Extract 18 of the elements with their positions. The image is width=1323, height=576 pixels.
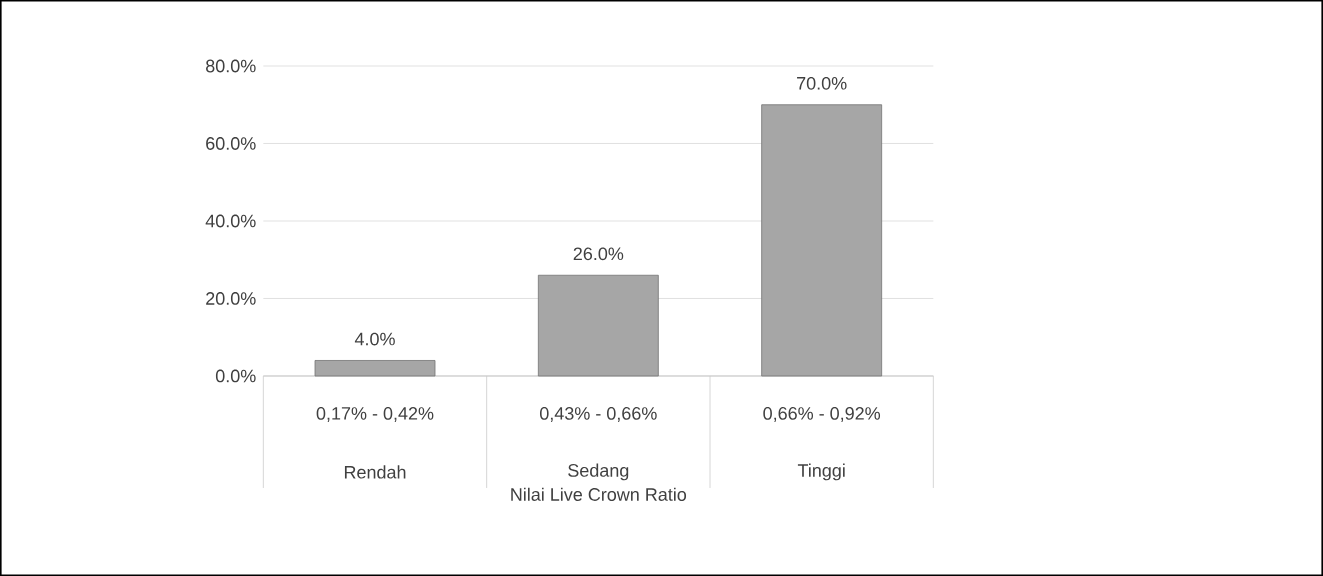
text: Rendah [344,465,406,479]
y-tick-label: 20.0% [206,292,256,305]
x-tick-label: 0,66% - 0,92% [763,407,881,422]
bar [761,104,883,377]
bar [537,274,659,377]
data-label: 4.0% [354,332,395,346]
data-label: 70.0% [797,76,847,90]
y-tick-label: 40.0% [205,214,256,228]
x-tick-label: 0,17% - 0,42% [316,407,434,422]
data-label: 26.0% [573,247,624,261]
y-tick-label: 0.0% [215,369,256,383]
y-tick-label: 80.0% [206,59,256,73]
text: Sedang [568,463,629,481]
x-tick-label: 0,43% - 0,66% [539,407,657,422]
bar [314,360,436,377]
y-tick-label: 60.0% [206,137,256,150]
text: Tinggi [797,463,845,481]
x-axis-title: Nilai Live Crown Ratio [511,487,687,501]
